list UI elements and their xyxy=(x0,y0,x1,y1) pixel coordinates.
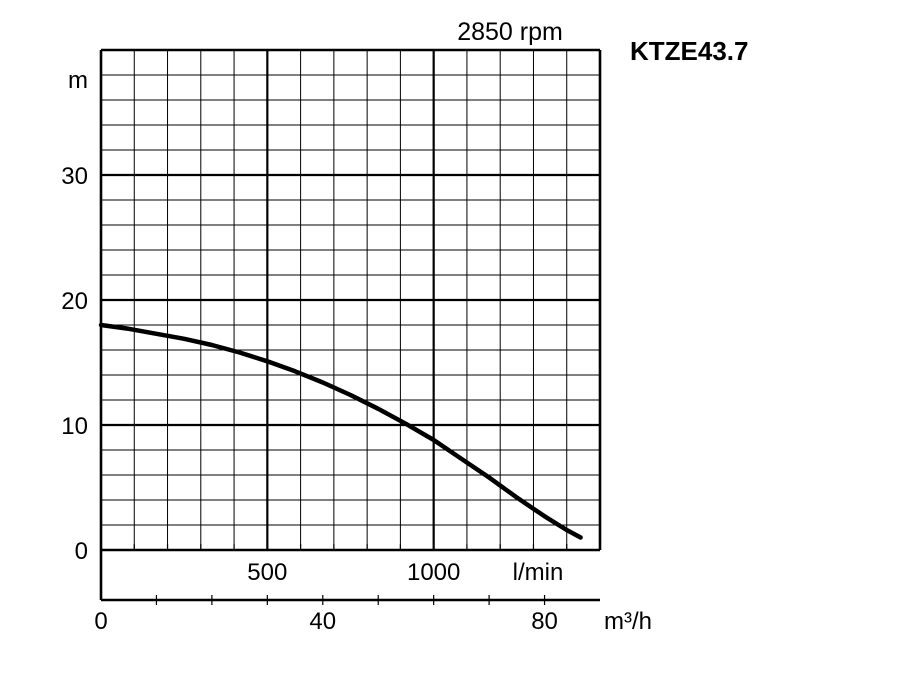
major-grid xyxy=(101,50,600,550)
head-flow-curve xyxy=(98,322,583,540)
chart-axes xyxy=(99,48,602,605)
performance-curve-layer xyxy=(98,322,583,540)
y-axis-unit-label: m xyxy=(68,67,88,94)
lmin-tick-label: 500 xyxy=(247,559,287,586)
m3h-tick-label: 80 xyxy=(531,608,558,635)
y-tick-label: 20 xyxy=(61,288,88,315)
m3h-tick-label: 40 xyxy=(309,608,336,635)
m3h-tick-label: 0 xyxy=(94,608,107,635)
model-label: KTZE43.7 xyxy=(630,36,749,66)
tick-labels: 0 10 20 30 500 1000 0 40 80 xyxy=(61,163,558,635)
lmin-tick-label: 1000 xyxy=(407,559,460,586)
flow-lmin-unit-label: l/min xyxy=(513,559,564,586)
y-tick-label: 30 xyxy=(61,163,88,190)
y-tick-label: 0 xyxy=(75,538,88,565)
flow-m3h-unit-label: m³/h xyxy=(604,608,652,635)
y-tick-label: 10 xyxy=(61,413,88,440)
speed-label: 2850 rpm xyxy=(457,18,563,46)
